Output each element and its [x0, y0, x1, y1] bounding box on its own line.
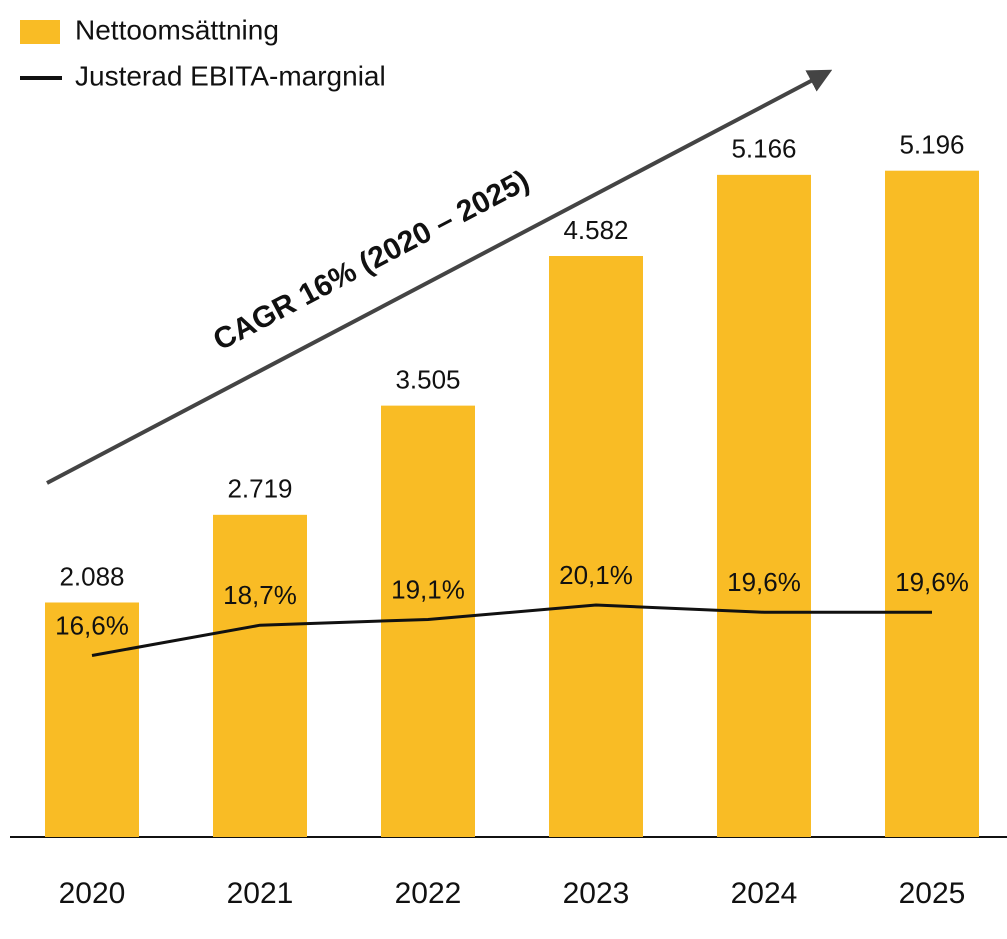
bar [213, 514, 307, 837]
bar-value-label: 3.505 [395, 365, 460, 395]
annotation: CAGR 16% (2020 – 2025) [208, 164, 535, 357]
bar-value-label: 5.196 [899, 130, 964, 160]
line-value-label: 16,6% [55, 610, 129, 640]
line-value-label: 19,6% [727, 567, 801, 597]
x-tick-label: 2021 [227, 877, 294, 910]
legend-swatch [20, 20, 60, 44]
x-tick-label: 2022 [395, 877, 462, 910]
bar [717, 174, 811, 837]
x-tick-label: 2024 [731, 877, 798, 910]
line [91, 603, 932, 657]
cagr-arrow [46, 69, 833, 485]
line-value-label: 18,7% [223, 580, 297, 610]
bar-value-label: 5.166 [731, 134, 796, 164]
line-value-label: 19,1% [391, 574, 465, 604]
x-tick-label: 2025 [899, 877, 966, 910]
bar-value-label: 4.582 [563, 215, 628, 245]
bar-value-label: 2.088 [59, 561, 124, 591]
legend-label: Nettoomsättning [75, 14, 279, 45]
bar [45, 602, 139, 837]
line-value-label: 19,6% [895, 567, 969, 597]
bar-value-label: 2.719 [227, 474, 292, 504]
x-tick-label: 2023 [563, 877, 630, 910]
x-tick-label: 2020 [59, 877, 126, 910]
legend-label: Justerad EBITA-margnial [75, 60, 386, 91]
bar [549, 256, 643, 837]
bar [885, 170, 979, 837]
line-value-label: 20,1% [559, 560, 633, 590]
